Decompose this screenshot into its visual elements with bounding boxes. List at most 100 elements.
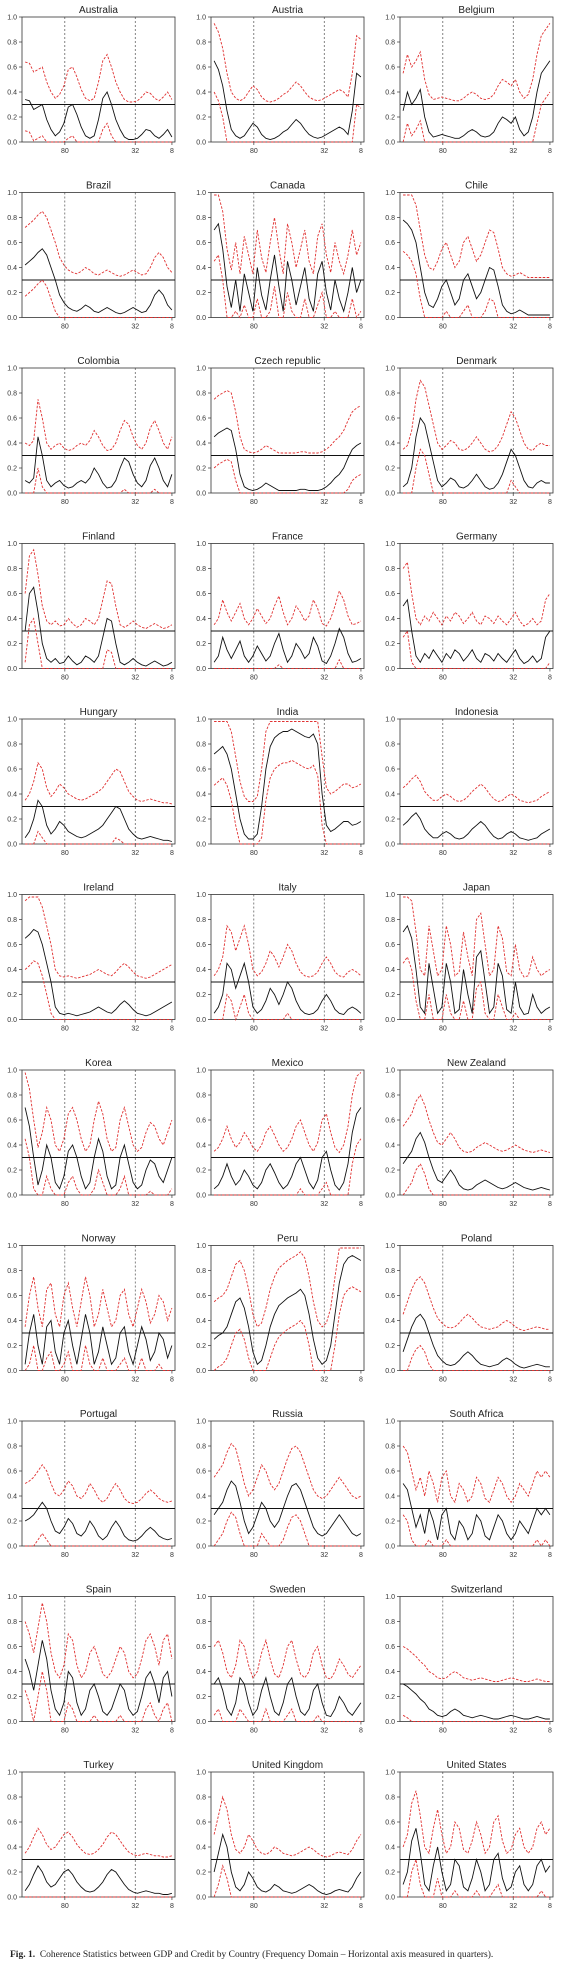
panel-russia: Russia 0.0 0.2 0.4 0.6 0.8 1.0 80 32 8 <box>196 1409 365 1559</box>
upper-band-line <box>402 1276 550 1331</box>
y-tick-label: 0.6 <box>196 416 206 423</box>
x-tick-label: 80 <box>250 1728 258 1735</box>
y-tick-label: 0.4 <box>385 792 395 799</box>
x-tick-label: 8 <box>548 324 552 331</box>
x-tick-label: 80 <box>439 499 447 506</box>
y-tick-label: 0.2 <box>196 1168 206 1175</box>
coherence-line <box>24 928 173 1017</box>
lower-band-line <box>214 992 361 1022</box>
y-tick-label: 1.0 <box>7 1068 17 1075</box>
y-tick-label: 0.4 <box>7 265 17 272</box>
y-tick-label: 0.2 <box>196 817 206 824</box>
y-tick-label: 0.2 <box>196 466 206 473</box>
panel-title: Mexico <box>272 1058 304 1069</box>
panel-frame <box>210 1420 365 1547</box>
coherence-line <box>402 219 550 316</box>
y-tick-label: 0.0 <box>385 1368 395 1375</box>
x-tick-label: 32 <box>320 499 328 506</box>
panel-title: Austria <box>272 5 304 16</box>
panel-frame <box>210 543 365 669</box>
y-tick-label: 0.0 <box>385 666 395 673</box>
coherence-line <box>213 60 362 140</box>
y-tick-label: 0.6 <box>196 240 206 247</box>
x-tick-label: 80 <box>61 499 69 506</box>
y-tick-label: 0.0 <box>385 1193 395 1200</box>
x-tick-label: 8 <box>170 1201 174 1208</box>
x-tick-label: 8 <box>548 1377 552 1384</box>
coherence-line <box>402 1828 551 1892</box>
x-tick-label: 32 <box>509 1377 517 1384</box>
y-tick-label: 0.0 <box>7 1193 17 1200</box>
coherence-line <box>402 416 550 490</box>
panel-czech-republic: Czech republic 0.0 0.2 0.4 0.6 0.8 1.0 80 32 8 <box>196 356 365 506</box>
y-tick-label: 0.4 <box>385 1143 395 1150</box>
coherence-line <box>213 961 362 1016</box>
panel-title: Peru <box>277 1234 298 1245</box>
lower-band-line <box>214 1138 362 1196</box>
x-tick-label: 32 <box>131 1552 139 1559</box>
upper-band-line <box>24 1602 173 1679</box>
panel-frame <box>21 1420 176 1547</box>
upper-band-line <box>24 1464 173 1504</box>
y-tick-label: 0.8 <box>7 40 17 47</box>
panel-ireland: Ireland 0.0 0.2 0.4 0.6 0.8 1.0 80 32 8 <box>7 883 176 1033</box>
upper-band-line <box>214 194 362 276</box>
y-tick-label: 0.8 <box>7 391 17 398</box>
coherence-line <box>213 1480 362 1537</box>
x-tick-label: 8 <box>548 1201 552 1208</box>
panel-frame <box>399 1420 554 1547</box>
x-tick-label: 8 <box>170 324 174 331</box>
x-tick-label: 80 <box>439 1377 447 1384</box>
y-tick-label: 0.6 <box>385 1820 395 1827</box>
lower-band-line <box>213 1864 361 1898</box>
panel-title: Japan <box>463 883 490 894</box>
y-tick-label: 0.2 <box>196 290 206 297</box>
panel-austria: Austria 0.0 0.2 0.4 0.6 0.8 1.0 80 32 8 <box>196 5 365 155</box>
upper-band-line <box>402 774 551 804</box>
y-tick-label: 0.2 <box>7 1343 17 1350</box>
lower-band-line <box>402 1714 550 1722</box>
x-tick-label: 80 <box>250 499 258 506</box>
coherence-line <box>213 627 362 665</box>
y-tick-label: 0.6 <box>7 1293 17 1300</box>
y-tick-label: 0.6 <box>7 240 17 247</box>
y-tick-label: 0.4 <box>196 792 206 799</box>
y-tick-label: 0.4 <box>385 1845 395 1852</box>
x-tick-label: 32 <box>509 148 517 155</box>
lower-band-line <box>402 629 551 669</box>
x-tick-label: 8 <box>548 499 552 506</box>
y-tick-label: 0.4 <box>385 616 395 623</box>
coherence-line <box>402 60 551 139</box>
y-tick-label: 0.4 <box>7 616 17 623</box>
caption-label: Fig. 1. <box>10 1950 36 1960</box>
x-tick-label: 32 <box>509 1728 517 1735</box>
upper-band-line <box>213 589 362 627</box>
y-tick-label: 0.0 <box>385 140 395 147</box>
panel-canada: Canada 0.0 0.2 0.4 0.6 0.8 1.0 80 32 8 <box>196 181 365 331</box>
panel-chile: Chile 0.0 0.2 0.4 0.6 0.8 1.0 80 32 8 <box>385 181 554 331</box>
x-tick-label: 32 <box>131 1903 139 1910</box>
x-tick-label: 80 <box>250 1201 258 1208</box>
x-tick-label: 80 <box>61 1026 69 1033</box>
y-tick-label: 0.8 <box>196 1444 206 1451</box>
y-tick-label: 1.0 <box>385 1243 395 1250</box>
lower-band-line <box>24 279 172 318</box>
panel-frame <box>210 1069 365 1196</box>
panel-mexico: Mexico 0.0 0.2 0.4 0.6 0.8 1.0 80 32 8 <box>196 1058 365 1208</box>
coherence-line <box>24 248 173 315</box>
y-tick-label: 0.0 <box>196 315 206 322</box>
panel-frame <box>210 1596 365 1722</box>
x-tick-label: 32 <box>131 148 139 155</box>
y-tick-label: 0.6 <box>7 65 17 72</box>
y-tick-label: 0.4 <box>196 1494 206 1501</box>
x-tick-label: 80 <box>250 1026 258 1033</box>
y-tick-label: 1.0 <box>7 541 17 548</box>
panel-title: Russia <box>272 1409 303 1420</box>
y-tick-label: 0.8 <box>385 1268 395 1275</box>
y-tick-label: 0.2 <box>196 115 206 122</box>
lower-band-line <box>403 1859 550 1898</box>
y-tick-label: 1.0 <box>196 1770 206 1777</box>
y-tick-label: 0.8 <box>196 742 206 749</box>
y-tick-label: 0.4 <box>196 90 206 97</box>
y-tick-label: 0.2 <box>196 992 206 999</box>
